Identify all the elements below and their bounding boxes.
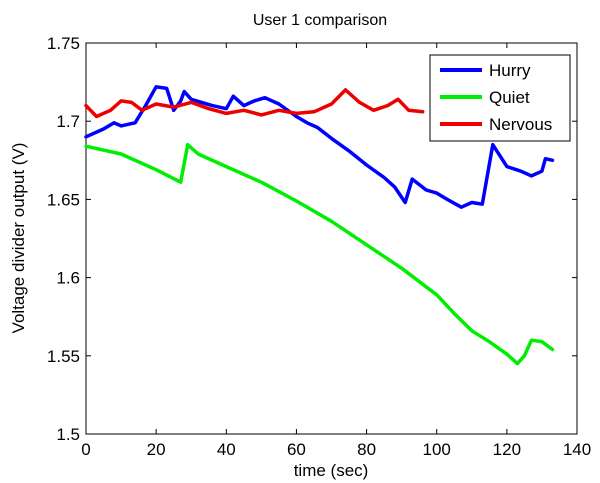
x-tick-label: 20 [147,440,166,459]
y-tick-label: 1.7 [56,112,80,131]
chart-title: User 1 comparison [253,12,387,29]
legend: Hurry Quiet Nervous [429,54,571,142]
x-axis-title: time (sec) [294,461,369,480]
series-line-nervous [84,88,425,119]
x-tick-label: 100 [423,440,451,459]
legend-label-nervous: Nervous [489,115,552,134]
x-tick-label: 80 [357,440,376,459]
x-tick-label: 120 [493,440,521,459]
series-line-hurry [84,85,555,209]
legend-label-hurry: Hurry [489,61,531,80]
y-tick-label: 1.55 [47,347,80,366]
y-tick-label: 1.6 [56,269,80,288]
x-tick-label: 0 [81,440,90,459]
x-tick-label: 60 [287,440,306,459]
y-tick-label: 1.5 [56,425,80,444]
axis-ticks: 0 20 40 60 80 100 120 140 1.5 1.55 1.6 1.65 1.7 1.75 [47,34,591,459]
series-layer [84,85,555,366]
y-tick-label: 1.65 [47,190,80,209]
y-tick-label: 1.75 [47,34,80,53]
x-tick-label: 40 [217,440,236,459]
legend-label-quiet: Quiet [489,88,530,107]
series-line-quiet [84,142,555,366]
x-tick-label: 140 [563,440,591,459]
y-axis-title: Voltage divider output (V) [9,143,28,334]
